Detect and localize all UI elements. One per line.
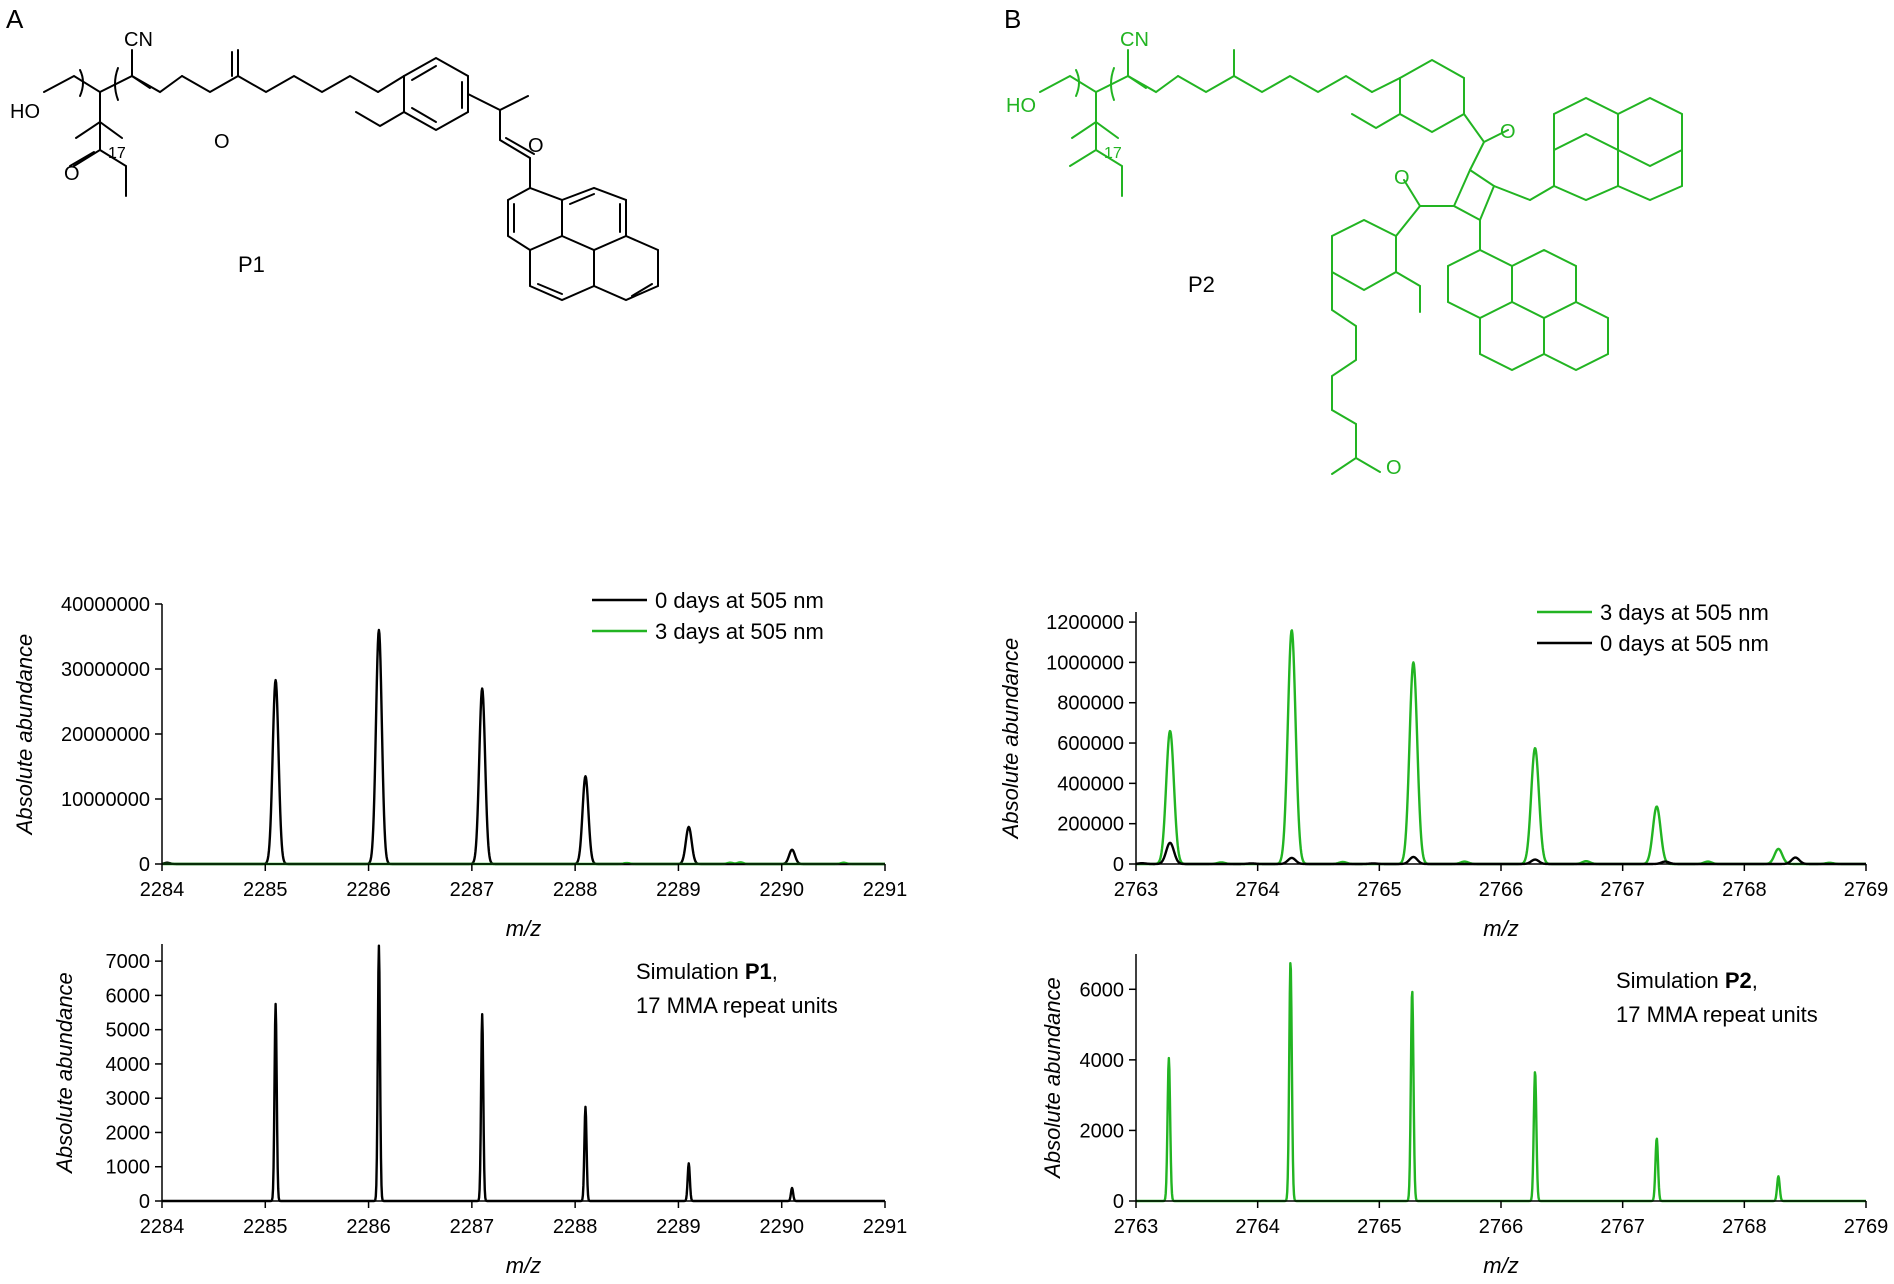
y-tick-label: 800000 xyxy=(1057,693,1124,715)
y-axis-label: Absolute abundance xyxy=(998,638,1023,841)
x-tick-label: 2284 xyxy=(140,879,185,901)
y-tick-label: 600000 xyxy=(1057,733,1124,755)
x-tick-label: 2764 xyxy=(1235,879,1280,901)
x-tick-label: 2766 xyxy=(1479,1216,1524,1238)
y-tick-label: 1000000 xyxy=(1046,652,1124,674)
x-axis-label: m/z xyxy=(506,1253,541,1278)
y-tick-label: 6000 xyxy=(106,985,151,1007)
x-tick-label: 2286 xyxy=(346,1216,391,1238)
x-axis-label: m/z xyxy=(506,916,541,941)
y-tick-label: 3000 xyxy=(106,1088,151,1110)
x-tick-label: 2763 xyxy=(1114,1216,1159,1238)
y-tick-label: 4000 xyxy=(1080,1050,1125,1072)
series-line-0 xyxy=(161,944,886,1203)
oxygen-label: O xyxy=(64,163,80,185)
x-tick-label: 2763 xyxy=(1114,879,1159,901)
cn-label: CN xyxy=(124,29,153,51)
series-line-0 xyxy=(1135,629,1867,866)
y-tick-label: 30000000 xyxy=(61,659,150,681)
compound-label-p1: P1 xyxy=(238,252,265,277)
y-tick-label: 1000 xyxy=(106,1157,151,1179)
legend-label: 3 days at 505 nm xyxy=(1600,600,1769,625)
oxygen-label: O xyxy=(214,131,230,153)
simulation-annotation-line2: 17 MMA repeat units xyxy=(1616,1002,1818,1027)
panel-label-a: A xyxy=(6,4,24,34)
repeat-label: 17 xyxy=(108,145,126,162)
x-tick-label: 2769 xyxy=(1844,879,1889,901)
x-tick-label: 2767 xyxy=(1600,879,1645,901)
y-tick-label: 6000 xyxy=(1080,979,1125,1001)
x-tick-label: 2764 xyxy=(1235,1216,1280,1238)
chart-p1-simulation: 2284 2285 2286 2287 2288 2289 2290 2291 0 1000 200… xyxy=(52,944,907,1278)
y-tick-label: 0 xyxy=(1113,1191,1124,1213)
ho-label: HO xyxy=(10,101,40,123)
y-axis-label: Absolute abundance xyxy=(52,972,77,1175)
simulation-annotation-line2: 17 MMA repeat units xyxy=(636,993,838,1018)
y-tick-label: 0 xyxy=(1113,854,1124,876)
legend-label: 3 days at 505 nm xyxy=(655,619,824,644)
x-tick-label: 2288 xyxy=(553,879,598,901)
y-tick-label: 1200000 xyxy=(1046,612,1124,634)
structure-p2 xyxy=(1039,49,1683,475)
series-line-1 xyxy=(1135,841,1867,866)
compound-label-p2: P2 xyxy=(1188,272,1215,297)
x-tick-label: 2768 xyxy=(1722,879,1767,901)
y-tick-label: 400000 xyxy=(1057,773,1124,795)
x-tick-label: 2289 xyxy=(656,1216,701,1238)
x-axis-label: m/z xyxy=(1483,1253,1518,1278)
x-tick-label: 2765 xyxy=(1357,1216,1402,1238)
x-tick-label: 2291 xyxy=(863,1216,908,1238)
y-tick-label: 7000 xyxy=(106,951,151,973)
simulation-annotation: Simulation P2, xyxy=(1616,968,1758,993)
y-tick-label: 4000 xyxy=(106,1054,151,1076)
y-axis-label: Absolute abundance xyxy=(1040,977,1065,1180)
simulation-annotation: Simulation P1, xyxy=(636,959,778,984)
y-tick-label: 20000000 xyxy=(61,724,150,746)
legend-label: 0 days at 505 nm xyxy=(655,588,824,613)
chart-p1-experimental: 2284 2285 2286 2287 2288 2289 2290 2291 0 1000000… xyxy=(12,588,907,941)
x-tick-label: 2284 xyxy=(140,1216,185,1238)
x-tick-label: 2287 xyxy=(450,879,495,901)
oxygen-label: O xyxy=(1500,121,1516,143)
y-tick-label: 2000 xyxy=(1080,1120,1125,1142)
x-tick-label: 2768 xyxy=(1722,1216,1767,1238)
chart-p2-simulation: 2763 2764 2765 2766 2767 2768 2769 0 2000 4000 600… xyxy=(1040,954,1888,1278)
x-tick-label: 2290 xyxy=(759,879,804,901)
y-tick-label: 40000000 xyxy=(61,594,150,616)
oxygen-label: O xyxy=(528,135,544,157)
structure-p1 xyxy=(43,49,659,302)
x-tick-label: 2767 xyxy=(1600,1216,1645,1238)
x-tick-label: 2286 xyxy=(346,879,391,901)
y-tick-label: 5000 xyxy=(106,1020,151,1042)
chart-p2-experimental: 2763 2764 2765 2766 2767 2768 2769 0 200000 40000… xyxy=(998,600,1888,941)
x-tick-label: 2285 xyxy=(243,879,288,901)
panel-label-b: B xyxy=(1004,4,1021,34)
repeat-label: 17 xyxy=(1104,145,1122,162)
y-tick-label: 10000000 xyxy=(61,789,150,811)
x-tick-label: 2285 xyxy=(243,1216,288,1238)
x-tick-label: 2765 xyxy=(1357,879,1402,901)
oxygen-label: O xyxy=(1386,457,1402,479)
x-tick-label: 2766 xyxy=(1479,879,1524,901)
y-axis-label: Absolute abundance xyxy=(12,634,37,837)
x-tick-label: 2289 xyxy=(656,879,701,901)
y-tick-label: 0 xyxy=(139,1191,150,1213)
legend-label: 0 days at 505 nm xyxy=(1600,631,1769,656)
x-tick-label: 2288 xyxy=(553,1216,598,1238)
x-tick-label: 2287 xyxy=(450,1216,495,1238)
y-tick-label: 200000 xyxy=(1057,814,1124,836)
x-axis-label: m/z xyxy=(1483,916,1518,941)
cn-label: CN xyxy=(1120,29,1149,51)
x-tick-label: 2769 xyxy=(1844,1216,1889,1238)
oxygen-label: O xyxy=(1394,167,1410,189)
y-tick-label: 0 xyxy=(139,854,150,876)
series-line-0 xyxy=(1135,962,1867,1203)
x-tick-label: 2291 xyxy=(863,879,908,901)
y-tick-label: 2000 xyxy=(106,1122,151,1144)
x-tick-label: 2290 xyxy=(759,1216,804,1238)
series-line-0 xyxy=(161,628,886,866)
ho-label: HO xyxy=(1006,95,1036,117)
